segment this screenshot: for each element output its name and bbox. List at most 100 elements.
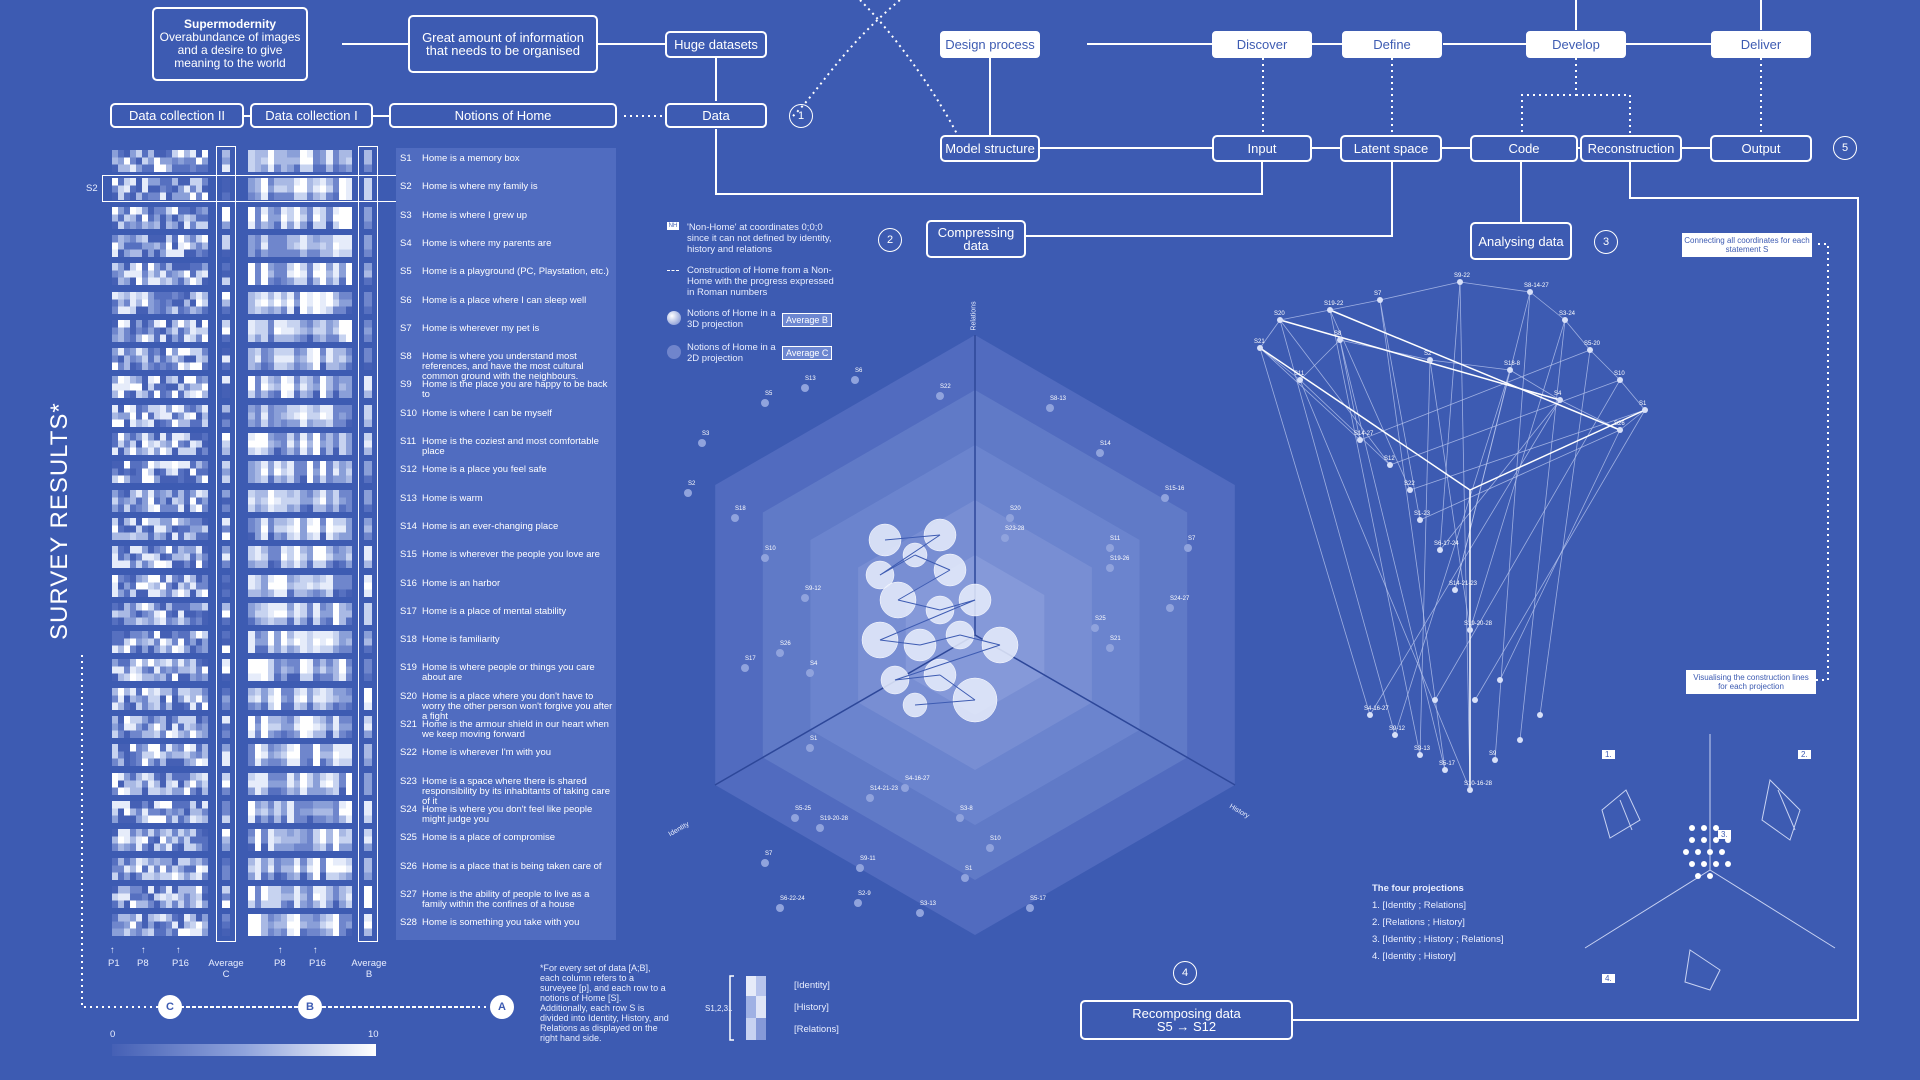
radar-statement-label: S7: [765, 851, 773, 857]
heatmap-cell: [339, 517, 346, 540]
radar-statement-label: S10: [990, 836, 1001, 842]
heatmap-cell: [287, 574, 294, 597]
pyramid-statement-label: S18-8: [1504, 361, 1521, 367]
pyramid-node: [1297, 377, 1303, 383]
heatmap-cell: [274, 546, 281, 569]
heatmap-cell: [267, 376, 274, 399]
heatmap-cell: [280, 574, 287, 597]
heatmap-cell: [248, 574, 255, 597]
heatmap-cell: [166, 461, 172, 484]
heatmap-cell: [160, 829, 166, 852]
heatmap-cell: [326, 772, 333, 795]
heatmap-cell: [261, 206, 268, 229]
heatmap-cell: [319, 263, 326, 286]
notion-2d-dot: [1161, 494, 1169, 502]
heatmap-cell: [130, 517, 136, 540]
heatmap-cell: [287, 291, 294, 314]
statement-row: S14 Home is an ever-changing place: [400, 521, 615, 532]
pyramid-node: [1387, 462, 1393, 468]
heatmap-cell: [172, 234, 178, 257]
statement-row: S5 Home is a playground (PC, Playstation,…: [400, 267, 615, 277]
heatmap-cell: [287, 517, 294, 540]
heatmap-cell: [130, 546, 136, 569]
construction-line: [879, 639, 921, 646]
pyramid-statement-label: S10: [1614, 371, 1625, 377]
projection-item-2: 2. [Relations ; History]: [1372, 917, 1465, 928]
connecting-annotation: Connecting all coordinates for each stat…: [1682, 233, 1812, 257]
analysing-data-box: Analysing data: [1470, 222, 1572, 260]
notion-2d-dot: [684, 489, 692, 497]
statement-id: S16: [400, 577, 417, 589]
heatmap-cell: [326, 800, 333, 823]
heatmap-cell: [326, 461, 333, 484]
heatmap-cell: [345, 234, 352, 257]
heatmap-cell: [172, 348, 178, 371]
heatmap-cell: [364, 433, 372, 455]
heatmap-cell: [190, 546, 196, 569]
step-5-marker: 5: [1833, 136, 1857, 160]
heatmap-cell: [196, 319, 202, 342]
heatmap-cell: [364, 489, 372, 512]
radar-statement-label: S19-26: [1110, 556, 1130, 562]
model-structure-text: Model structure: [945, 141, 1035, 156]
heatmap-cell: [287, 546, 294, 569]
heatmap-cell: [112, 489, 118, 512]
supermodernity-box: Supermodernity Overabundance of images a…: [152, 7, 308, 81]
heatmap-cell: [148, 348, 154, 371]
statement-row: S20 Home is a place where you don't have …: [400, 691, 615, 722]
heatmap-cell: [345, 291, 352, 314]
heatmap-cell: [142, 348, 148, 371]
statement-text: Home is wherever I'm with you: [422, 747, 552, 759]
heatmap-cell: [118, 206, 124, 229]
heatmap-cell: [142, 319, 148, 342]
radar-statement-label: S24-27: [1170, 596, 1190, 602]
radar-statement-label: S10: [765, 546, 776, 552]
heatmap-cell: [222, 348, 230, 371]
heatmap-cell: [154, 857, 160, 880]
heatmap-cell: [136, 574, 142, 597]
notion-2d-dot: [1106, 564, 1114, 572]
heatmap-cell: [313, 885, 320, 908]
heatmap-cell: [306, 206, 313, 229]
heatmap-cell: [196, 885, 202, 908]
axis-label-p1: P1: [108, 958, 120, 969]
heatmap-cell: [154, 885, 160, 908]
heatmap-cell: [118, 150, 124, 172]
heatmap-cell: [293, 574, 300, 597]
heatmap-cell: [306, 489, 313, 512]
heatmap-cell: [364, 857, 372, 880]
dataset-c-marker: C: [158, 995, 182, 1019]
heatmap-cell: [313, 602, 320, 625]
heatmap-cell: [118, 234, 124, 257]
heatmap-cell: [364, 376, 372, 399]
heatmap-cell: [148, 404, 154, 427]
statement-text: Home is where you understand most refere…: [422, 351, 584, 383]
heatmap-cell: [196, 857, 202, 880]
heatmap-cell: [196, 178, 202, 201]
heatmap-cell: [254, 433, 261, 455]
heatmap-cell: [332, 744, 339, 767]
s-legend-relations: [Relations]: [794, 1024, 839, 1035]
heatmap-cell: [166, 150, 172, 172]
heatmap-cell: [267, 489, 274, 512]
heatmap-cell: [124, 857, 130, 880]
heatmap-cell: [287, 404, 294, 427]
heatmap-cell: [222, 687, 230, 710]
heatmap-cell: [166, 376, 172, 399]
heatmap-cell: [124, 150, 130, 172]
statement-id: S13: [400, 492, 417, 504]
heatmap-cell: [293, 517, 300, 540]
heatmap-cell: [332, 206, 339, 229]
heatmap-cell: [124, 517, 130, 540]
heatmap-cell: [261, 602, 268, 625]
heatmap-cell: [154, 517, 160, 540]
heatmap-cell: [313, 517, 320, 540]
pyramid-statement-label: S1-23: [1414, 511, 1431, 517]
heatmap-cell: [160, 744, 166, 767]
heatmap-cell: [261, 461, 268, 484]
heatmap-cell: [196, 631, 202, 654]
pyramid-node: [1497, 677, 1503, 683]
heatmap-cell: [319, 150, 326, 172]
projection-dot: [1719, 849, 1725, 855]
heatmap-cell: [248, 263, 255, 286]
